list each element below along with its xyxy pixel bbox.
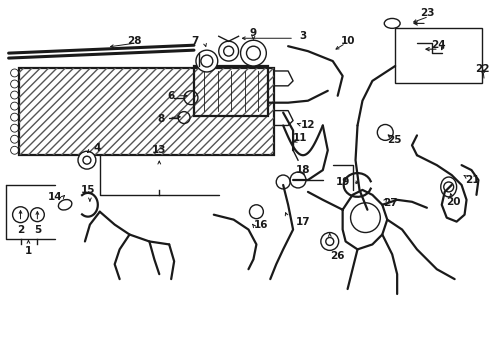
- Text: 21: 21: [465, 175, 480, 185]
- Text: 24: 24: [432, 40, 446, 50]
- Circle shape: [219, 41, 239, 61]
- Text: 2: 2: [17, 225, 24, 235]
- Text: 18: 18: [296, 165, 310, 175]
- Text: 26: 26: [330, 251, 345, 261]
- Circle shape: [241, 40, 267, 66]
- Text: 12: 12: [301, 121, 315, 130]
- Text: 10: 10: [341, 36, 355, 46]
- Ellipse shape: [384, 18, 400, 28]
- Bar: [395, 28, 482, 83]
- Text: 22: 22: [475, 64, 490, 74]
- Text: 23: 23: [419, 9, 434, 18]
- Text: 28: 28: [127, 36, 142, 46]
- Text: 1: 1: [25, 246, 32, 256]
- Text: 19: 19: [336, 177, 350, 187]
- Text: 9: 9: [250, 28, 257, 38]
- Text: 8: 8: [158, 113, 165, 123]
- Text: 11: 11: [293, 133, 307, 143]
- Circle shape: [196, 50, 218, 72]
- Text: 4: 4: [93, 143, 100, 153]
- Bar: [19, 68, 274, 155]
- Bar: [19, 68, 274, 155]
- Text: 3: 3: [299, 31, 307, 41]
- Text: 20: 20: [446, 197, 461, 207]
- Text: 14: 14: [48, 192, 63, 202]
- Text: 13: 13: [152, 145, 167, 155]
- Text: 7: 7: [191, 36, 198, 46]
- Text: 6: 6: [168, 91, 175, 101]
- Text: 5: 5: [34, 225, 41, 235]
- Circle shape: [78, 151, 96, 169]
- Text: 17: 17: [295, 217, 310, 227]
- Circle shape: [377, 125, 393, 140]
- Text: 15: 15: [81, 185, 95, 195]
- Text: 27: 27: [383, 198, 397, 208]
- Circle shape: [321, 233, 339, 250]
- Bar: [194, 66, 269, 116]
- Circle shape: [290, 172, 306, 188]
- Text: 25: 25: [387, 135, 401, 145]
- Text: 16: 16: [254, 220, 269, 230]
